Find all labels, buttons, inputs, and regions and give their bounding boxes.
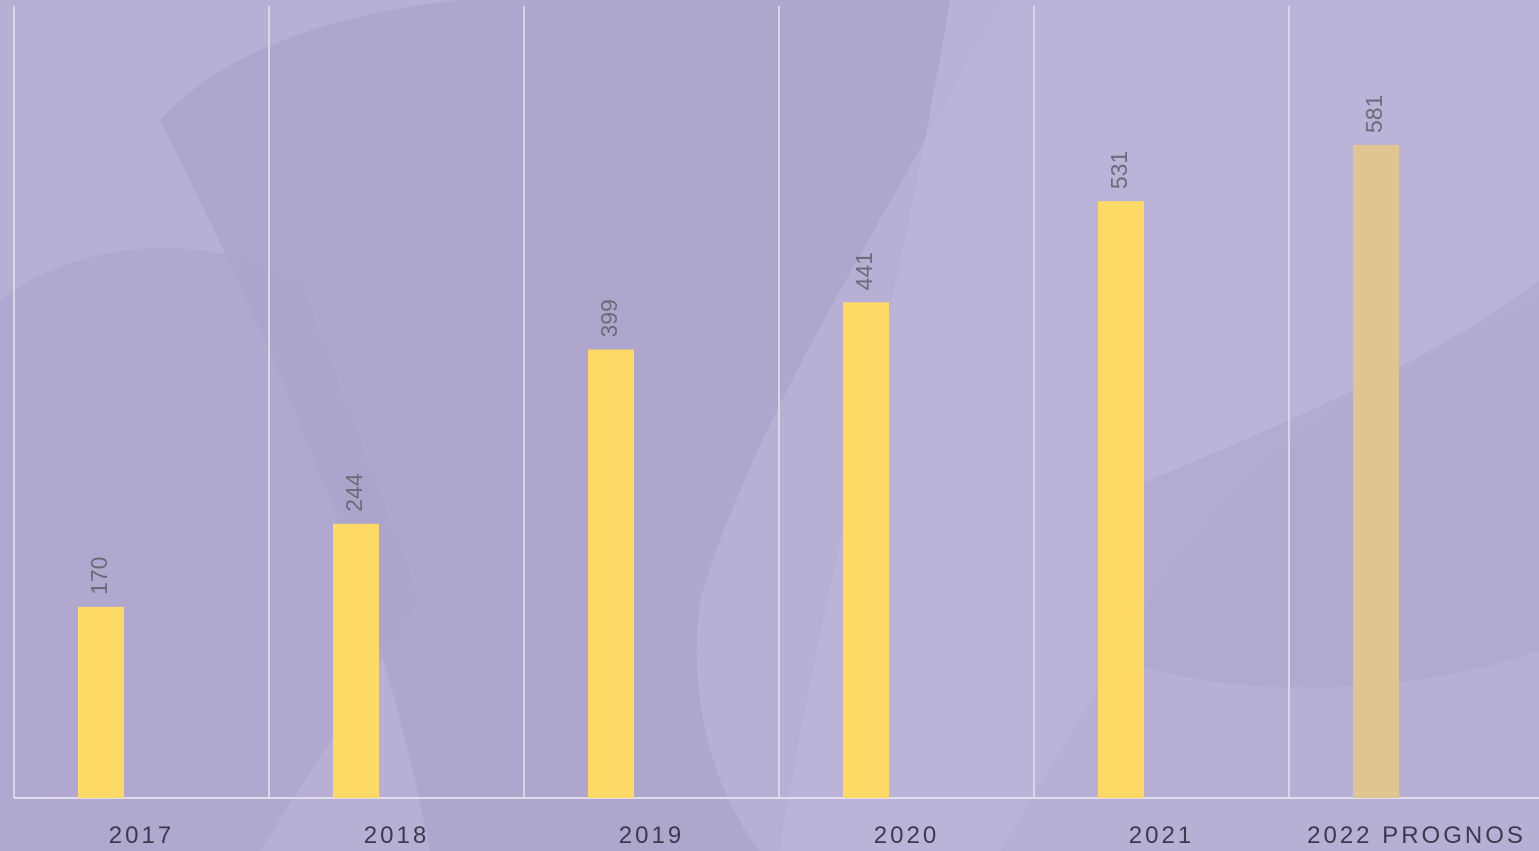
bar — [333, 523, 379, 798]
data-label: 399 — [596, 299, 622, 337]
x-tick-label: 2022 PROGNOS — [1307, 822, 1526, 849]
bar — [1353, 144, 1399, 798]
data-label: 170 — [86, 557, 112, 595]
x-tick-label: 2020 — [874, 822, 939, 849]
data-label: 441 — [851, 252, 877, 290]
x-tick-label: 2021 — [1129, 822, 1194, 849]
decoration — [160, 0, 1000, 851]
bar — [843, 302, 889, 798]
x-tick-label: 2018 — [364, 822, 429, 849]
bar — [78, 606, 124, 798]
bar — [1098, 201, 1144, 798]
data-label: 581 — [1361, 95, 1387, 133]
bar — [588, 349, 634, 798]
x-tick-label: 2019 — [619, 822, 684, 849]
decoration — [1100, 280, 1539, 688]
data-label: 244 — [341, 473, 367, 512]
plot: 2017 170 2018 244 2019 399 2020 441 2021 531 2022 … — [13, 6, 1539, 849]
decoration — [780, 0, 1539, 851]
x-tick-label: 2017 — [109, 822, 174, 849]
data-label: 531 — [1106, 151, 1132, 189]
